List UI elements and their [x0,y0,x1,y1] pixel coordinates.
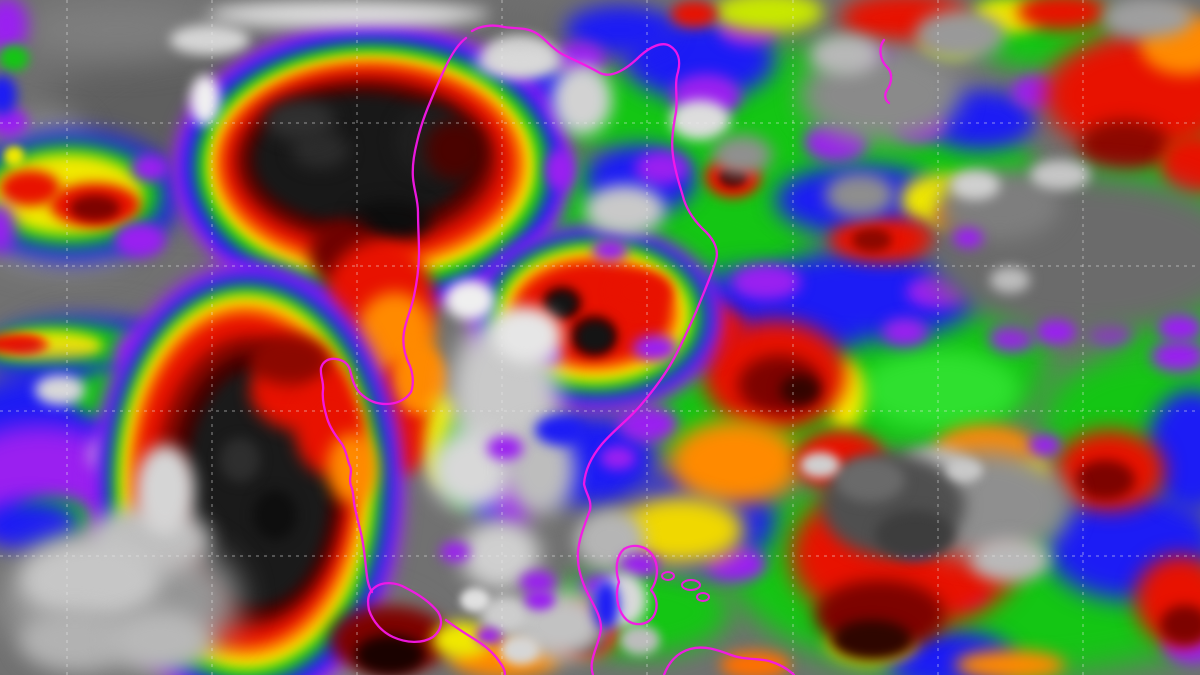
cloud-blob [1080,120,1170,170]
cloud-blob [620,625,660,655]
cloud-blob [210,3,490,25]
cloud-blob [600,446,636,470]
cloud-blob [720,651,790,675]
cloud-blob [549,293,575,315]
cloud-blob [440,542,470,562]
cloud-blob [800,452,840,478]
cloud-blob [220,438,260,482]
cloud-blob [1151,340,1200,372]
cloud-blob [135,445,195,535]
cloud-blob [132,155,168,181]
cloud-blob [780,375,820,405]
cloud-blob [535,415,585,445]
cloud-blob [190,75,220,125]
cloud-blob [253,490,297,540]
cloud-blob [70,195,120,221]
cloud-blob [635,151,689,185]
cloud-blob [671,1,717,27]
cloud-blob [1030,160,1090,190]
cloud-blob [0,170,60,206]
cloud-blob [947,459,983,481]
cloud-blob [731,264,801,300]
cloud-blob [835,458,905,502]
cloud-blob [20,540,160,620]
cloud-blob [110,610,210,670]
cloud-blob [950,170,1000,200]
cloud-blob [712,135,772,175]
cloud-blob [265,100,335,140]
cloud-blob [1103,0,1193,38]
cloud-blob [445,280,495,320]
cloud-blob [475,628,501,644]
cloud-blob [611,271,673,313]
cloud-blob [990,267,1030,293]
cloud-blob [970,538,1050,582]
cloud-blob [578,323,612,351]
cloud-blob [585,185,665,235]
cloud-blob [592,239,628,261]
cloud-blob [955,650,1065,675]
cloud-blob [0,45,29,71]
cloud-blob [35,375,85,405]
cloud-blob [115,223,165,257]
cloud-blob [425,120,485,180]
cloud-blob [460,588,490,612]
cloud-blob [355,635,425,675]
cloud-blob [487,436,523,460]
cloud-blob [810,35,880,75]
cloud-blob [852,228,892,252]
cloud-blob [618,406,678,442]
cloud-blob [670,420,800,504]
cloud-blob [832,620,912,660]
cloud-blob [1160,605,1200,645]
cloud-blob [713,0,823,32]
cloud-blob [0,334,44,354]
cloud-blob [875,510,955,560]
cloud-blob [593,580,619,630]
cloud-blob [0,203,15,253]
cloud-blob [4,146,24,166]
cloud-blob [492,307,562,363]
cloud-blob [825,173,895,217]
cloud-blob [670,100,730,140]
cloud-blob [1158,315,1200,341]
cloud-blob [953,228,983,248]
cloud-blob [1017,0,1107,30]
cloud-blob [1029,435,1061,455]
cloud-blob [327,433,377,503]
cloud-blob [915,10,1005,60]
cloud-blob [250,335,330,385]
cloud-blob [500,635,540,665]
cloud-blob [860,350,1020,430]
cloud-blob [170,25,250,55]
cloud-blob [545,150,575,190]
cloud-blob [1036,320,1076,344]
cloud-blob [633,335,677,361]
cloud-blob [1075,460,1135,500]
cloud-blob [552,65,612,135]
cloud-blob [882,318,928,346]
cloud-blob [525,590,555,610]
cloud-blob [475,47,565,77]
cloud-blob [0,75,17,115]
